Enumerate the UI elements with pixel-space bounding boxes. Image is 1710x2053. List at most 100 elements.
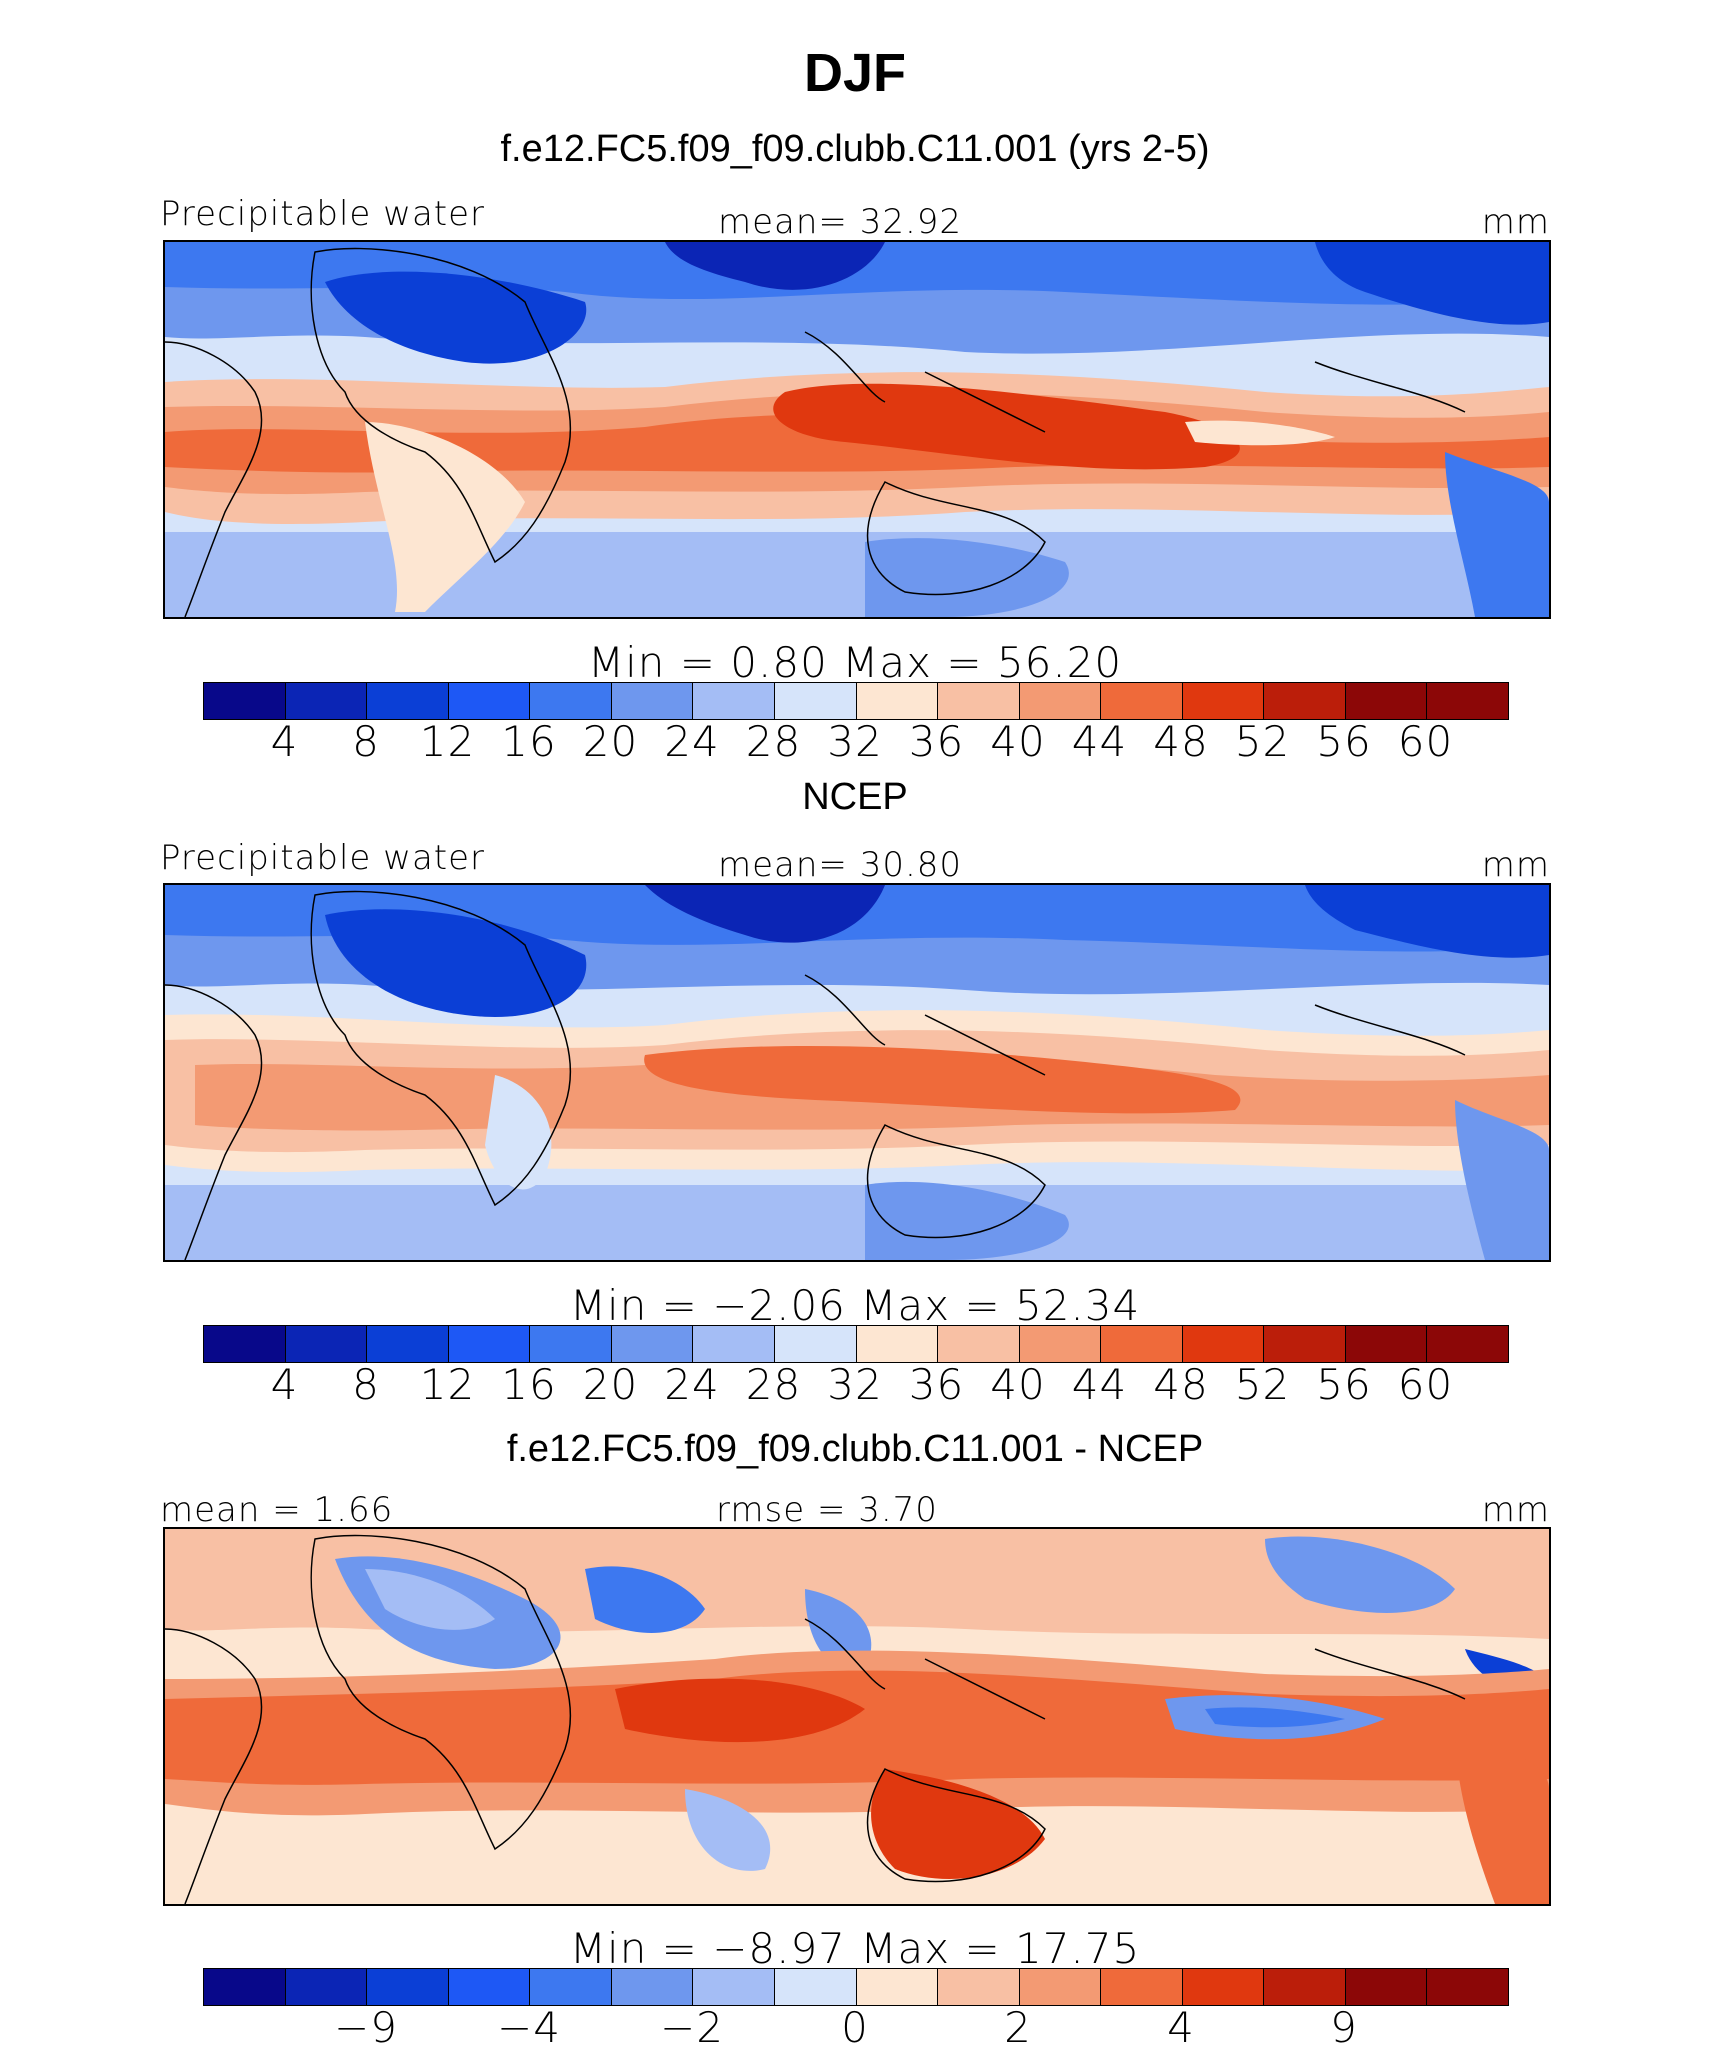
panel2-colorbar-box <box>1101 1326 1183 1362</box>
panel1-colorbar-box <box>1345 683 1428 719</box>
panel3-colorbar-box <box>1264 1969 1346 2005</box>
panel2-colorbar <box>203 1325 1509 1363</box>
panel3-colorbar-box <box>204 1969 286 2005</box>
panel1-tick: 20 <box>582 717 639 766</box>
panel2-tick: 4 <box>270 1360 299 1409</box>
panel1-map <box>163 240 1551 619</box>
panel2-tick: 36 <box>908 1360 965 1409</box>
panel1-colorbar-box <box>285 683 368 719</box>
panel2-colorbar-box <box>774 1326 857 1362</box>
panel3-colorbar-box <box>938 1969 1020 2005</box>
panel1-tick: 44 <box>1071 717 1128 766</box>
panel3-tick: −2 <box>660 2003 724 2052</box>
panel3-units-label: mm <box>1481 1490 1550 1530</box>
panel1-colorbar-box <box>856 683 939 719</box>
panel3-colorbar-box <box>448 1969 531 2005</box>
panel2-colorbar-ticks: 4 8 12 16 20 24 28 32 36 40 44 48 52 56 … <box>203 1360 1507 1410</box>
panel2-colorbar-box <box>1345 1326 1428 1362</box>
panel2-title: NCEP <box>802 776 908 818</box>
panel2-tick: 60 <box>1397 1360 1454 1409</box>
panel3-tick: −4 <box>497 2003 561 2052</box>
panel2-tick: 16 <box>501 1360 557 1409</box>
panel3-colorbar-box <box>611 1969 694 2005</box>
panel2-minmax: Min = −2.06 Max = 52.34 <box>569 1281 1141 1330</box>
panel2-units-label: mm <box>1481 845 1550 885</box>
panel2-tick: 20 <box>582 1360 639 1409</box>
panel3-colorbar-box <box>693 1969 775 2005</box>
panel1-colorbar-box <box>204 683 286 719</box>
panel3-colorbar-box <box>1101 1969 1183 2005</box>
panel2-tick: 48 <box>1153 1360 1209 1409</box>
panel1-colorbar-box <box>367 683 449 719</box>
panel3-colorbar-box <box>285 1969 368 2005</box>
panel2-colorbar-box <box>285 1326 368 1362</box>
panel2-mean-label: mean= 30.80 <box>718 845 963 885</box>
panel2-tick: 56 <box>1316 1360 1372 1409</box>
panel1-title: f.e12.FC5.f09_f09.clubb.C11.001 (yrs 2-5… <box>500 128 1210 170</box>
panel1-colorbar <box>203 682 1509 720</box>
panel3-colorbar-ticks: −9 −4 −2 0 2 4 9 <box>203 2003 1507 2053</box>
panel1-minmax: Min = 0.80 Max = 56.20 <box>587 638 1123 687</box>
panel1-colorbar-box <box>774 683 857 719</box>
panel3-colorbar-box <box>1427 1969 1508 2005</box>
panel2-tick: 52 <box>1234 1360 1291 1409</box>
panel1-tick: 24 <box>664 717 720 766</box>
panel3-colorbar-box <box>530 1969 612 2005</box>
panel1-colorbar-box <box>530 683 612 719</box>
panel1-colorbar-box <box>1019 683 1102 719</box>
panel1-tick: 56 <box>1316 717 1372 766</box>
panel1-colorbar-box <box>1182 683 1265 719</box>
panel1-colorbar-box <box>938 683 1020 719</box>
panel2-tick: 24 <box>664 1360 720 1409</box>
panel1-colorbar-box <box>1101 683 1183 719</box>
panel2-colorbar-box <box>448 1326 531 1362</box>
panel1-colorbar-box <box>611 683 694 719</box>
panel2-map <box>163 883 1551 1262</box>
panel1-mean-label: mean= 32.92 <box>718 202 963 242</box>
panel2-variable-label: Precipitable water <box>160 838 486 878</box>
panel1-colorbar-box <box>1264 683 1346 719</box>
panel2-colorbar-box <box>1019 1326 1102 1362</box>
panel2-colorbar-box <box>1182 1326 1265 1362</box>
panel3-colorbar <box>203 1968 1509 2006</box>
panel2-tick: 44 <box>1071 1360 1128 1409</box>
panel3-title: f.e12.FC5.f09_f09.clubb.C11.001 - NCEP <box>506 1428 1204 1470</box>
panel1-variable-label: Precipitable water <box>160 194 486 234</box>
panel2-tick: 40 <box>990 1360 1046 1409</box>
panel3-minmax: Min = −8.97 Max = 17.75 <box>569 1924 1141 1973</box>
panel1-tick: 36 <box>908 717 965 766</box>
panel2-colorbar-box <box>367 1326 449 1362</box>
panel3-rmse-label: rmse = 3.70 <box>716 1490 938 1530</box>
panel3-colorbar-box <box>1019 1969 1102 2005</box>
figure-title: DJF <box>803 43 906 103</box>
panel1-colorbar-box <box>1427 683 1508 719</box>
panel3-map <box>163 1527 1551 1906</box>
panel1-tick: 16 <box>501 717 557 766</box>
panel3-tick: 4 <box>1167 2003 1195 2052</box>
panel2-colorbar-box <box>204 1326 286 1362</box>
panel1-tick: 8 <box>352 717 380 766</box>
panel2-colorbar-box <box>856 1326 939 1362</box>
panel2-colorbar-box <box>1264 1326 1346 1362</box>
panel2-tick: 8 <box>352 1360 380 1409</box>
panel1-tick: 4 <box>270 717 299 766</box>
panel3-tick: 0 <box>841 2003 869 2052</box>
panel1-tick: 28 <box>745 717 802 766</box>
panel2-tick: 32 <box>827 1360 883 1409</box>
panel1-tick: 12 <box>419 717 476 766</box>
panel1-colorbar-box <box>448 683 531 719</box>
panel3-tick: −9 <box>334 2003 398 2052</box>
panel1-tick: 52 <box>1234 717 1291 766</box>
panel1-tick: 60 <box>1397 717 1454 766</box>
panel2-colorbar-box <box>693 1326 775 1362</box>
panel1-colorbar-box <box>693 683 775 719</box>
panel1-tick: 48 <box>1153 717 1209 766</box>
panel3-colorbar-box <box>1345 1969 1428 2005</box>
panel1-tick: 40 <box>990 717 1046 766</box>
panel3-colorbar-box <box>856 1969 939 2005</box>
panel3-colorbar-box <box>1182 1969 1265 2005</box>
panel2-tick: 12 <box>419 1360 476 1409</box>
panel2-colorbar-box <box>611 1326 694 1362</box>
panel3-colorbar-box <box>367 1969 449 2005</box>
panel3-tick: 9 <box>1330 2003 1358 2052</box>
